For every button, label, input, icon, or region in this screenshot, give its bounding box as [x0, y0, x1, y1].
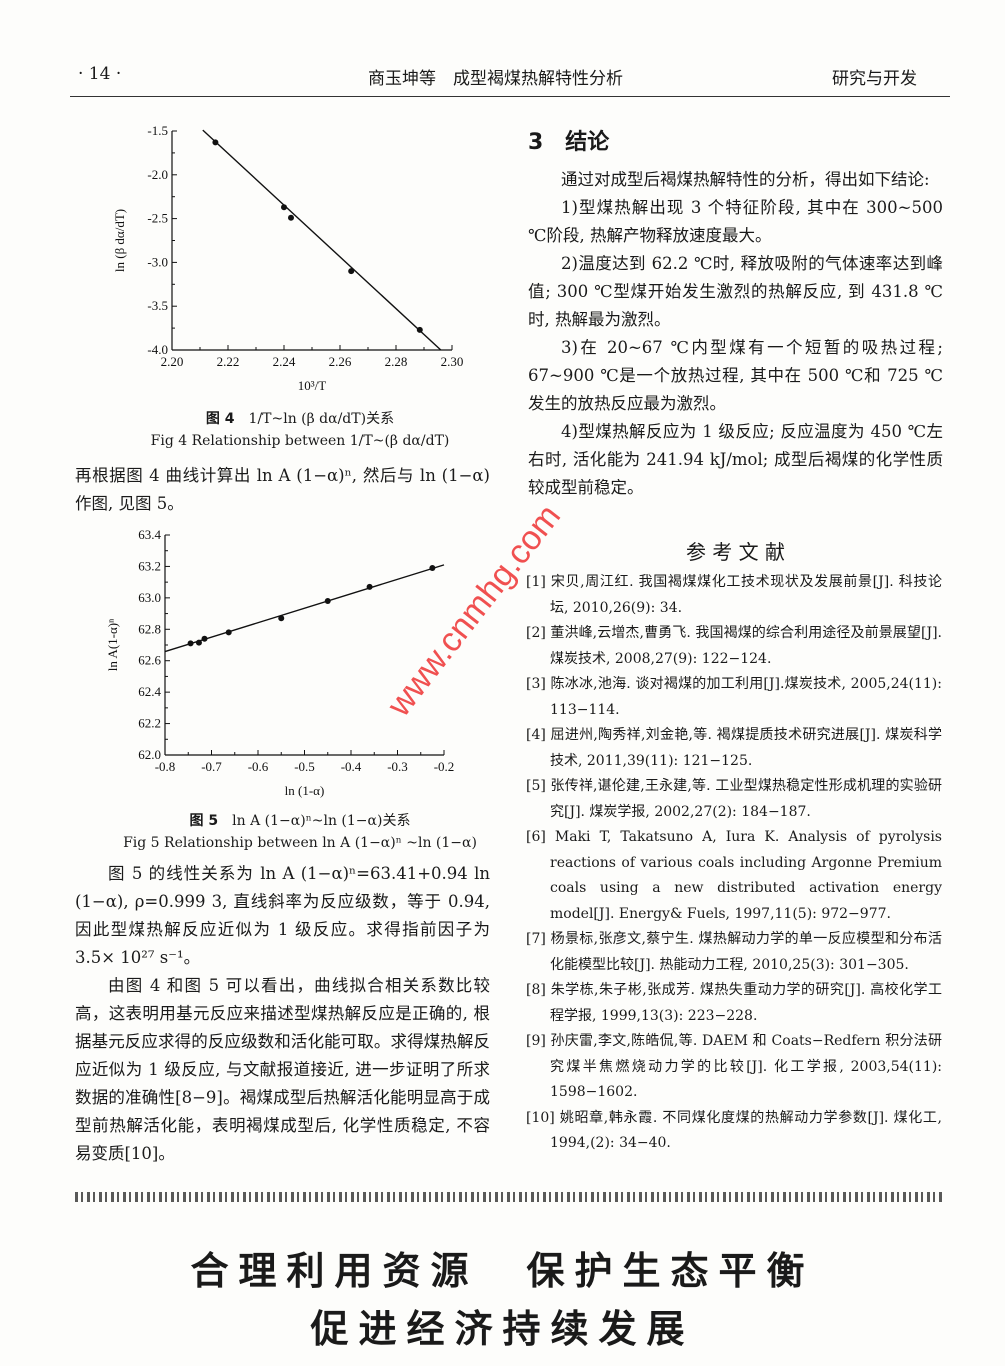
conclusion-paragraph: 2)温度达到 62.2 ℃时, 释放吸附的气体速率达到峰值; 300 ℃型煤开始… [528, 254, 943, 329]
conclusions: 通过对成型后褐煤热解特性的分析，得出如下结论: 1)型煤热解出现 3 个特征阶段,… [528, 166, 943, 502]
x-tick-label: -0.3 [387, 759, 408, 774]
caption-cn: 1/T~ln (β dα/dT)关系 [248, 411, 395, 427]
data-point [201, 635, 208, 642]
data-point [348, 268, 355, 275]
data-point [288, 214, 294, 221]
y-tick-label: 62.2 [138, 716, 161, 731]
data-point [366, 583, 373, 590]
y-tick-label: -3.5 [147, 298, 168, 313]
y-axis-label: ln A(1-α)ⁿ [105, 619, 120, 671]
x-tick-label: -0.7 [201, 759, 222, 774]
x-axis-label: 10³/T [298, 378, 327, 393]
x-tick-label: 2.28 [385, 354, 408, 369]
figure-5-caption: 图 5 ln A (1−α)ⁿ~ln (1−α)关系 Fig 5 Relatio… [90, 810, 510, 854]
y-axis-label: ln (β dα/dT) [112, 209, 127, 272]
paragraph-linear-relation: 图 5 的线性关系为 ln A (1−α)ⁿ=63.41+0.94 ln (1−… [75, 864, 490, 967]
caption-cn: ln A (1−α)ⁿ~ln (1−α)关系 [232, 813, 411, 829]
data-point [225, 629, 232, 636]
conclusion-paragraph: 4)型煤热解反应为 1 级反应; 反应温度为 450 ℃左右时, 活化能为 24… [528, 422, 943, 497]
data-point [281, 204, 287, 211]
caption-label: 图 4 [205, 411, 235, 427]
y-tick-label: -2.5 [147, 211, 168, 226]
x-tick-label: -0.4 [341, 759, 362, 774]
caption-en: Fig 5 Relationship between ln A (1−α)ⁿ ~… [123, 835, 477, 851]
reference-item: [5] 张传祥,谌伦建,王永建,等. 工业型煤热稳定性形成机理的实验研究[J].… [526, 778, 942, 820]
x-tick-label: 2.24 [273, 354, 296, 369]
data-point [212, 139, 219, 146]
y-tick-label: -2.0 [147, 167, 168, 182]
references-title: 参 考 文 献 [685, 540, 786, 564]
page-number: · 14 · [78, 64, 122, 84]
reference-item: [3] 陈冰冰,池海. 谈对褐煤的加工利用[J].煤炭技术, 2005,24(1… [526, 676, 942, 718]
data-point [278, 615, 285, 622]
y-tick-label: 63.0 [138, 590, 161, 605]
paragraph-discussion: 由图 4 和图 5 可以看出，曲线拟合相关系数比较高，这表明用基元反应来描述型煤… [75, 976, 490, 1163]
paragraph-fig5-intro: 再根据图 4 曲线计算出 ln A (1−α)ⁿ, 然后与 ln (1−α) 作… [75, 466, 490, 513]
y-tick-label: -4.0 [147, 342, 168, 357]
slogan-line-2: 促进经济持续发展 [310, 1307, 695, 1351]
x-tick-label: -0.2 [434, 759, 455, 774]
y-tick-label: 62.8 [138, 621, 161, 636]
reference-item: [7] 杨景标,张彦文,蔡宁生. 煤热解动力学的单一反应模型和分布活化能模型比较… [526, 931, 942, 973]
header-rule [70, 96, 950, 97]
conclusion-paragraph: 通过对成型后褐煤热解特性的分析，得出如下结论: [561, 170, 930, 189]
y-tick-label: 63.4 [138, 527, 161, 542]
data-point [324, 598, 331, 604]
x-tick-label: 2.20 [161, 354, 184, 369]
data-point [429, 565, 436, 571]
x-tick-label: -0.8 [155, 759, 176, 774]
data-point [187, 640, 194, 647]
x-tick-label: 2.30 [441, 354, 464, 369]
y-tick-label: 62.6 [138, 653, 161, 668]
caption-en: Fig 4 Relationship between 1/T~(β dα/dT) [150, 433, 450, 449]
figure-4-chart: 2.20 2.22 2.24 2.26 2.28 2.30 -4.0 -3.5 -3.0 -2.5… [112, 123, 464, 393]
conclusion-paragraph: 1)型煤热解出现 3 个特征阶段, 其中在 300~500 ℃阶段, 热解产物释… [528, 198, 943, 245]
x-tick-label: 2.22 [217, 354, 240, 369]
data-point [416, 326, 423, 333]
y-tick-label: -1.5 [147, 123, 168, 138]
y-tick-label: 63.2 [138, 558, 161, 573]
slogan-line-1: 合理利用资源 保护生态平衡 [190, 1249, 815, 1293]
conclusion-paragraph: 3)在 20~67 ℃内型煤有一个短暂的吸热过程; 67~900 ℃是一个放热过… [528, 338, 943, 413]
fit-line [164, 564, 445, 653]
references-list: [1] 宋贝,周江红. 我国褐煤煤化工技术现状及发展前景[J]. 科技论坛, 2… [526, 570, 942, 1157]
x-tick-label: -0.6 [248, 759, 269, 774]
data-point [195, 639, 202, 646]
figure-4-caption: 图 4 1/T~ln (β dα/dT)关系 Fig 4 Relationshi… [100, 408, 500, 452]
decorative-border [75, 1192, 945, 1202]
reference-item: [1] 宋贝,周江红. 我国褐煤煤化工技术现状及发展前景[J]. 科技论坛, 2… [526, 574, 942, 616]
reference-item: [4] 屈进州,陶秀祥,刘金艳,等. 褐煤提质技术研究进展[J]. 煤炭科学技术… [526, 727, 942, 769]
caption-label: 图 5 [189, 813, 219, 829]
section-title: 3 结论 [528, 130, 610, 155]
x-axis-label: ln (1-α) [285, 783, 325, 798]
x-tick-label: -0.5 [294, 759, 315, 774]
reference-item: [6] Maki T, Takatsuno A, Iura K. Analysi… [526, 829, 942, 922]
x-tick-label: 2.26 [329, 354, 352, 369]
running-title: 商玉坤等 成型褐煤热解特性分析 [368, 69, 623, 89]
journal-section: 研究与开发 [832, 69, 917, 89]
y-tick-label: 62.4 [138, 684, 161, 699]
figure-5-chart: -0.8 -0.7 -0.6 -0.5 -0.4 -0.3 -0.2 62.0 62.2 62.4… [105, 527, 455, 798]
reference-item: [8] 朱学栋,朱子彬,张成芳. 煤热失重动力学的研究[J]. 高校化学工程学报… [526, 982, 942, 1024]
reference-item: [10] 姚昭章,韩永霞. 不同煤化度煤的热解动力学参数[J]. 煤化工, 19… [526, 1109, 942, 1152]
fit-line [202, 129, 442, 351]
reference-item: [2] 董洪峰,云增杰,曹勇飞. 我国褐煤的综合利用途径及前景展望[J]. 煤炭… [526, 625, 942, 667]
y-tick-label: 62.0 [138, 747, 161, 762]
reference-item: [9] 孙庆雷,李文,陈皓侃,等. DAEM 和 Coats−Redfern 积… [526, 1033, 942, 1100]
y-tick-label: -3.0 [147, 254, 168, 269]
